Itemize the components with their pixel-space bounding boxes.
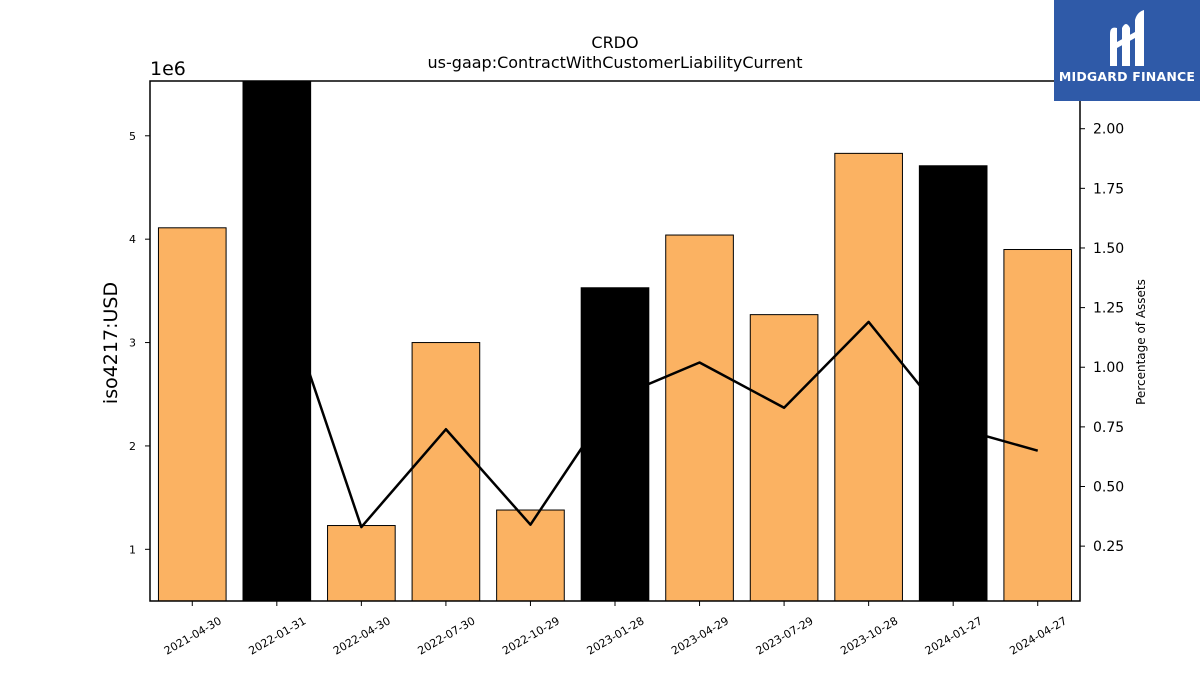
bar-2023-10-28 [834, 152, 903, 602]
x-tick-label: 2023-07-29 [754, 614, 816, 657]
bar-2022-01-31 [242, 80, 312, 602]
y2-tick-label: 2.00 [1093, 122, 1124, 138]
line-series-group [275, 276, 1039, 529]
logo-text: MIDGARD FINANCE [1058, 69, 1196, 84]
y2-tick-label: 1.75 [1093, 181, 1124, 197]
x-tick-label: 2022-04-30 [331, 614, 393, 657]
y2-tick-label: 1.25 [1093, 301, 1124, 317]
y2-tick-label: 0.25 [1093, 539, 1124, 555]
line-series-percentage [275, 276, 1039, 529]
bar-2022-07-30 [411, 342, 481, 602]
y-tick-label: 5 [129, 130, 136, 143]
chart-title: CRDO [591, 33, 638, 52]
bar-2021-04-30 [157, 227, 227, 602]
x-tick-label: 2023-04-29 [669, 614, 731, 657]
y-tick-label: 2 [129, 440, 136, 453]
y2-axis-label: Percentage of Assets [1134, 279, 1148, 405]
x-tick-label: 2022-01-31 [246, 614, 308, 657]
chart-subtitle: us-gaap:ContractWithCustomerLiabilityCur… [428, 53, 803, 72]
x-tick-label: 2024-04-27 [1007, 614, 1069, 657]
bar-2023-04-29 [665, 234, 734, 602]
logo: MIDGARD FINANCE [1054, 0, 1200, 101]
y2-tick-label: 1.50 [1093, 241, 1124, 257]
bar-2023-07-29 [749, 314, 819, 602]
bar-group [157, 80, 1073, 602]
y2-tick-label: 1.00 [1093, 360, 1124, 376]
x-tick-label: 2024-01-27 [923, 614, 985, 657]
bar-2022-04-30 [327, 525, 396, 602]
bar-2023-01-28 [580, 287, 650, 602]
y-tick-label: 3 [129, 337, 136, 350]
logo-mark-icon [1110, 10, 1144, 67]
x-tick-label: 2022-10-29 [500, 614, 562, 657]
x-tick-label: 2023-10-28 [838, 614, 900, 657]
bar-2024-01-27 [918, 165, 988, 602]
y-axis-label: iso4217:USD [100, 282, 122, 404]
y2-tick-label: 0.50 [1093, 480, 1124, 496]
y-axis-offset-label: 1e6 [150, 58, 186, 80]
x-tick-label: 2021-04-30 [162, 614, 224, 657]
bar-2024-04-27 [1003, 249, 1073, 602]
y-tick-label: 1 [129, 543, 136, 556]
x-tick-label: 2022-07-30 [416, 614, 478, 657]
y-tick-label: 4 [129, 233, 136, 246]
x-tick-label: 2023-01-28 [585, 614, 647, 657]
y2-tick-label: 0.75 [1093, 420, 1124, 436]
